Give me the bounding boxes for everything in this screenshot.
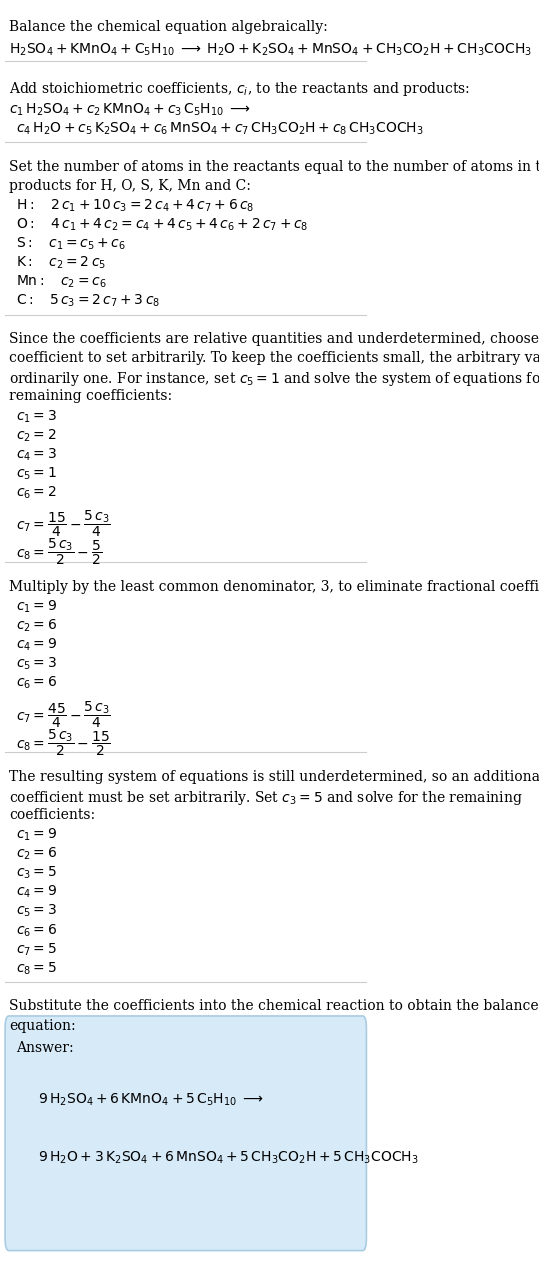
Text: coefficients:: coefficients: bbox=[9, 808, 95, 822]
Text: $\mathrm{Mn:}\quad c_2 = c_6$: $\mathrm{Mn:}\quad c_2 = c_6$ bbox=[16, 275, 107, 291]
Text: $\mathrm{H_2SO_4 + KMnO_4 + C_5H_{10} \;\longrightarrow\; H_2O + K_2SO_4 + MnSO_: $\mathrm{H_2SO_4 + KMnO_4 + C_5H_{10} \;… bbox=[9, 42, 532, 58]
Text: $c_5 = 3$: $c_5 = 3$ bbox=[16, 656, 57, 672]
Text: $c_6 = 2$: $c_6 = 2$ bbox=[16, 484, 57, 501]
Text: $c_8 = 5$: $c_8 = 5$ bbox=[16, 960, 57, 976]
Text: $c_2 = 6$: $c_2 = 6$ bbox=[16, 846, 57, 863]
Text: $c_7 = \dfrac{45}{4} - \dfrac{5\,c_3}{4}$: $c_7 = \dfrac{45}{4} - \dfrac{5\,c_3}{4}… bbox=[16, 699, 111, 730]
Text: $9\,\mathrm{H_2O} + 3\,\mathrm{K_2SO_4} + 6\,\mathrm{MnSO_4} + 5\,\mathrm{CH_3CO: $9\,\mathrm{H_2O} + 3\,\mathrm{K_2SO_4} … bbox=[38, 1149, 419, 1166]
Text: $c_1 = 9$: $c_1 = 9$ bbox=[16, 599, 57, 615]
Text: equation:: equation: bbox=[9, 1018, 75, 1032]
Text: Balance the chemical equation algebraically:: Balance the chemical equation algebraica… bbox=[9, 20, 328, 34]
Text: Substitute the coefficients into the chemical reaction to obtain the balanced: Substitute the coefficients into the che… bbox=[9, 999, 539, 1013]
Text: $c_8 = \dfrac{5\,c_3}{2} - \dfrac{15}{2}$: $c_8 = \dfrac{5\,c_3}{2} - \dfrac{15}{2}… bbox=[16, 727, 111, 758]
Text: $\mathrm{S:}\quad c_1 = c_5 + c_6$: $\mathrm{S:}\quad c_1 = c_5 + c_6$ bbox=[16, 236, 126, 253]
Text: $c_2 = 6$: $c_2 = 6$ bbox=[16, 618, 57, 634]
Text: $c_7 = 5$: $c_7 = 5$ bbox=[16, 941, 57, 957]
Text: $9\,\mathrm{H_2SO_4} + 6\,\mathrm{KMnO_4} + 5\,\mathrm{C_5H_{10}} \;\longrightar: $9\,\mathrm{H_2SO_4} + 6\,\mathrm{KMnO_4… bbox=[38, 1092, 264, 1108]
Text: $c_5 = 1$: $c_5 = 1$ bbox=[16, 465, 57, 482]
Text: $c_1 = 3$: $c_1 = 3$ bbox=[16, 408, 57, 425]
Text: Add stoichiometric coefficients, $c_i$, to the reactants and products:: Add stoichiometric coefficients, $c_i$, … bbox=[9, 80, 470, 98]
Text: Multiply by the least common denominator, 3, to eliminate fractional coefficient: Multiply by the least common denominator… bbox=[9, 580, 539, 594]
FancyBboxPatch shape bbox=[5, 1016, 367, 1251]
Text: $c_1 = 9$: $c_1 = 9$ bbox=[16, 827, 57, 844]
Text: Answer:: Answer: bbox=[16, 1041, 74, 1055]
Text: coefficient must be set arbitrarily. Set $c_3 = 5$ and solve for the remaining: coefficient must be set arbitrarily. Set… bbox=[9, 789, 522, 807]
Text: Since the coefficients are relative quantities and underdetermined, choose a: Since the coefficients are relative quan… bbox=[9, 333, 539, 347]
Text: $c_1\,\mathrm{H_2SO_4} + c_2\,\mathrm{KMnO_4} + c_3\,\mathrm{C_5H_{10}} \;\longr: $c_1\,\mathrm{H_2SO_4} + c_2\,\mathrm{KM… bbox=[9, 102, 251, 118]
Text: $\mathrm{C:}\quad 5\,c_3 = 2\,c_7 + 3\,c_8$: $\mathrm{C:}\quad 5\,c_3 = 2\,c_7 + 3\,c… bbox=[16, 294, 160, 309]
Text: ordinarily one. For instance, set $c_5 = 1$ and solve the system of equations fo: ordinarily one. For instance, set $c_5 =… bbox=[9, 370, 539, 389]
Text: $c_6 = 6$: $c_6 = 6$ bbox=[16, 675, 57, 691]
Text: products for H, O, S, K, Mn and C:: products for H, O, S, K, Mn and C: bbox=[9, 179, 251, 193]
Text: $c_5 = 3$: $c_5 = 3$ bbox=[16, 904, 57, 919]
Text: $c_2 = 2$: $c_2 = 2$ bbox=[16, 427, 57, 444]
Text: The resulting system of equations is still underdetermined, so an additional: The resulting system of equations is sti… bbox=[9, 770, 539, 784]
Text: $c_4 = 3$: $c_4 = 3$ bbox=[16, 446, 57, 463]
Text: $c_7 = \dfrac{15}{4} - \dfrac{5\,c_3}{4}$: $c_7 = \dfrac{15}{4} - \dfrac{5\,c_3}{4}… bbox=[16, 508, 111, 539]
Text: $c_4 = 9$: $c_4 = 9$ bbox=[16, 885, 57, 900]
Text: $\mathrm{O:}\quad 4\,c_1 + 4\,c_2 = c_4 + 4\,c_5 + 4\,c_6 + 2\,c_7 + c_8$: $\mathrm{O:}\quad 4\,c_1 + 4\,c_2 = c_4 … bbox=[16, 217, 309, 234]
Text: Set the number of atoms in the reactants equal to the number of atoms in the: Set the number of atoms in the reactants… bbox=[9, 160, 539, 174]
Text: $\mathrm{K:}\quad c_2 = 2\,c_5$: $\mathrm{K:}\quad c_2 = 2\,c_5$ bbox=[16, 255, 106, 272]
Text: $c_3 = 5$: $c_3 = 5$ bbox=[16, 866, 57, 882]
Text: remaining coefficients:: remaining coefficients: bbox=[9, 389, 172, 403]
Text: $c_6 = 6$: $c_6 = 6$ bbox=[16, 923, 57, 938]
Text: $c_4\,\mathrm{H_2O} + c_5\,\mathrm{K_2SO_4} + c_6\,\mathrm{MnSO_4} + c_7\,\mathr: $c_4\,\mathrm{H_2O} + c_5\,\mathrm{K_2SO… bbox=[16, 121, 424, 137]
Text: $c_8 = \dfrac{5\,c_3}{2} - \dfrac{5}{2}$: $c_8 = \dfrac{5\,c_3}{2} - \dfrac{5}{2}$ bbox=[16, 536, 102, 567]
Text: coefficient to set arbitrarily. To keep the coefficients small, the arbitrary va: coefficient to set arbitrarily. To keep … bbox=[9, 351, 539, 366]
Text: $c_4 = 9$: $c_4 = 9$ bbox=[16, 637, 57, 653]
Text: $\mathrm{H:}\quad 2\,c_1 + 10\,c_3 = 2\,c_4 + 4\,c_7 + 6\,c_8$: $\mathrm{H:}\quad 2\,c_1 + 10\,c_3 = 2\,… bbox=[16, 198, 254, 215]
